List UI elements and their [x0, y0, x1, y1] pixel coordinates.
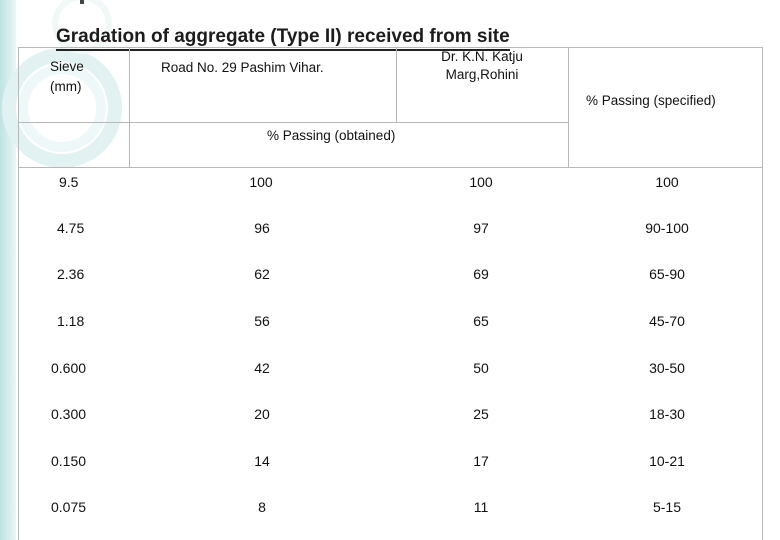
cell-sieve: 4.75 [57, 220, 85, 236]
cell-sieve: 9.5 [59, 174, 79, 190]
cell-specified: 10-21 [649, 453, 685, 469]
column-divider [396, 47, 397, 122]
header-road-29: Road No. 29 Pashim Vihar. [161, 60, 324, 75]
cell-road-29: 100 [249, 174, 273, 190]
column-divider [568, 47, 569, 167]
header-obtained: % Passing (obtained) [267, 128, 396, 143]
header-divider [18, 167, 763, 168]
table-border-top [18, 47, 763, 48]
cell-road-29: 8 [258, 499, 266, 515]
cell-specified: 30-50 [649, 360, 685, 376]
title-marker [80, 0, 84, 4]
column-divider [129, 47, 130, 167]
cell-sieve: 0.600 [51, 360, 87, 376]
decorative-ring-inner [18, 64, 106, 152]
cell-specified: 18-30 [649, 406, 685, 422]
cell-road-29: 62 [254, 266, 270, 282]
cell-specified: 5-15 [652, 499, 682, 515]
cell-katju: 97 [473, 220, 489, 236]
table-border-right [762, 47, 763, 540]
cell-sieve: 0.300 [51, 406, 87, 422]
decorative-ring-top [52, 0, 112, 54]
row-divider [18, 122, 568, 123]
gradation-table: Sieve (mm) Road No. 29 Pashim Vihar. Dr.… [18, 47, 763, 540]
cell-katju: 25 [473, 406, 489, 422]
cell-road-29: 42 [254, 360, 270, 376]
cell-katju: 17 [473, 453, 489, 469]
header-katju-line1: Dr. K.N. Katju [441, 49, 523, 64]
cell-katju: 50 [473, 360, 489, 376]
cell-road-29: 56 [254, 313, 270, 329]
page-title: Gradation of aggregate (Type II) receive… [56, 26, 510, 51]
header-specified: % Passing (specified) [586, 93, 716, 108]
cell-sieve: 0.150 [51, 453, 87, 469]
cell-specified: 100 [655, 174, 679, 190]
cell-sieve: 0.075 [51, 499, 87, 515]
table-border-left [18, 47, 19, 540]
cell-road-29: 14 [254, 453, 270, 469]
cell-katju: 65 [473, 313, 489, 329]
cell-road-29: 20 [254, 406, 270, 422]
header-katju-line2: Marg,Rohini [445, 67, 519, 82]
cell-katju: 100 [469, 174, 493, 190]
cell-specified: 65-90 [649, 266, 685, 282]
cell-specified: 90-100 [645, 220, 689, 236]
cell-katju: 69 [473, 266, 489, 282]
header-sieve: Sieve [50, 59, 84, 74]
header-sieve-unit: (mm) [50, 79, 82, 94]
cell-road-29: 96 [254, 220, 270, 236]
cell-specified: 45-70 [649, 313, 685, 329]
cell-sieve: 2.36 [57, 266, 85, 282]
cell-sieve: 1.18 [57, 313, 85, 329]
cell-katju: 11 [473, 499, 489, 515]
